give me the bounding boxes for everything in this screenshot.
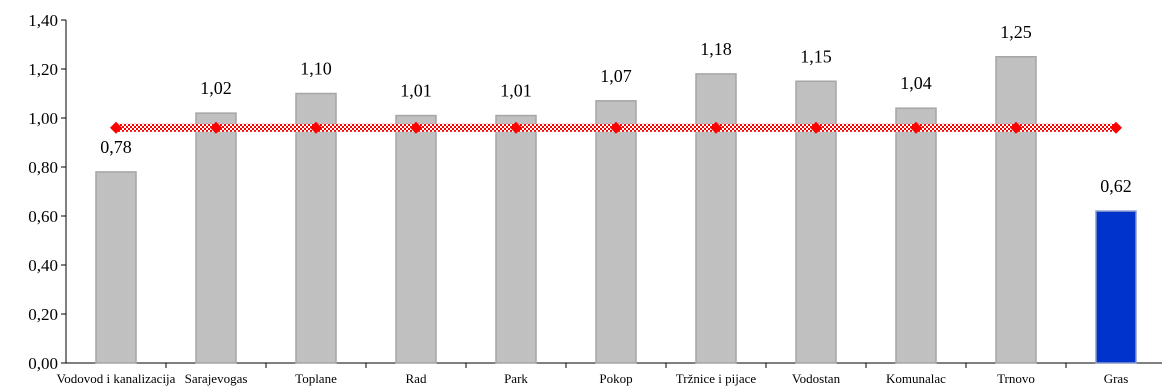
line-marker xyxy=(310,121,322,134)
bar-data-label: 1,15 xyxy=(800,46,832,66)
bar-data-label: 1,07 xyxy=(600,66,632,86)
bar xyxy=(395,114,437,364)
x-tick-label: Gras xyxy=(1104,371,1129,386)
y-tick-label: 0,00 xyxy=(28,354,58,373)
line-marker xyxy=(110,121,122,134)
y-tick-label: 0,20 xyxy=(28,305,58,324)
x-tick-label: Vodostan xyxy=(792,371,841,386)
line-marker xyxy=(1110,121,1122,134)
line-marker xyxy=(910,121,922,134)
y-tick-label: 1,40 xyxy=(28,11,58,30)
bar-data-label: 1,10 xyxy=(300,59,332,79)
bar xyxy=(495,114,537,364)
bar-data-label: 1,25 xyxy=(1000,22,1032,42)
x-tick-label: Trnovo xyxy=(997,371,1035,386)
x-tick-label: Rad xyxy=(406,371,427,386)
bar xyxy=(95,171,137,364)
bar xyxy=(695,73,737,364)
bar-data-label: 1,02 xyxy=(200,78,232,98)
bar xyxy=(595,100,637,364)
line-marker xyxy=(510,121,522,134)
x-tick-label: Komunalac xyxy=(886,371,946,386)
bar-data-label: 1,01 xyxy=(400,81,432,101)
line-marker xyxy=(610,121,622,134)
bar xyxy=(1095,210,1137,364)
line-marker xyxy=(410,121,422,134)
bar xyxy=(895,107,937,364)
bar xyxy=(995,56,1037,364)
bar-data-label: 1,01 xyxy=(500,81,532,101)
x-tick-label: Toplane xyxy=(295,371,337,386)
bar-data-label: 0,78 xyxy=(100,137,132,157)
x-tick-label: Tržnice i pijace xyxy=(676,371,757,386)
line-marker xyxy=(210,121,222,134)
bar xyxy=(195,112,237,364)
y-tick-label: 0,80 xyxy=(28,158,58,177)
y-tick-label: 1,20 xyxy=(28,60,58,79)
bar xyxy=(295,92,337,364)
line-marker xyxy=(1010,121,1022,134)
bar-data-label: 1,04 xyxy=(900,73,932,93)
x-tick-label: Sarajevogas xyxy=(185,371,248,386)
line-marker xyxy=(810,121,822,134)
y-tick-label: 0,40 xyxy=(28,256,58,275)
y-tick-label: 0,60 xyxy=(28,207,58,226)
line-marker xyxy=(710,121,722,134)
bar-data-label: 0,62 xyxy=(1100,176,1132,196)
x-tick-label: Park xyxy=(504,371,528,386)
y-tick-label: 1,00 xyxy=(28,109,58,128)
bar-data-label: 1,18 xyxy=(700,39,732,59)
x-tick-label: Pokop xyxy=(599,371,632,386)
x-tick-label: Vodovod i kanalizacija xyxy=(57,371,176,386)
